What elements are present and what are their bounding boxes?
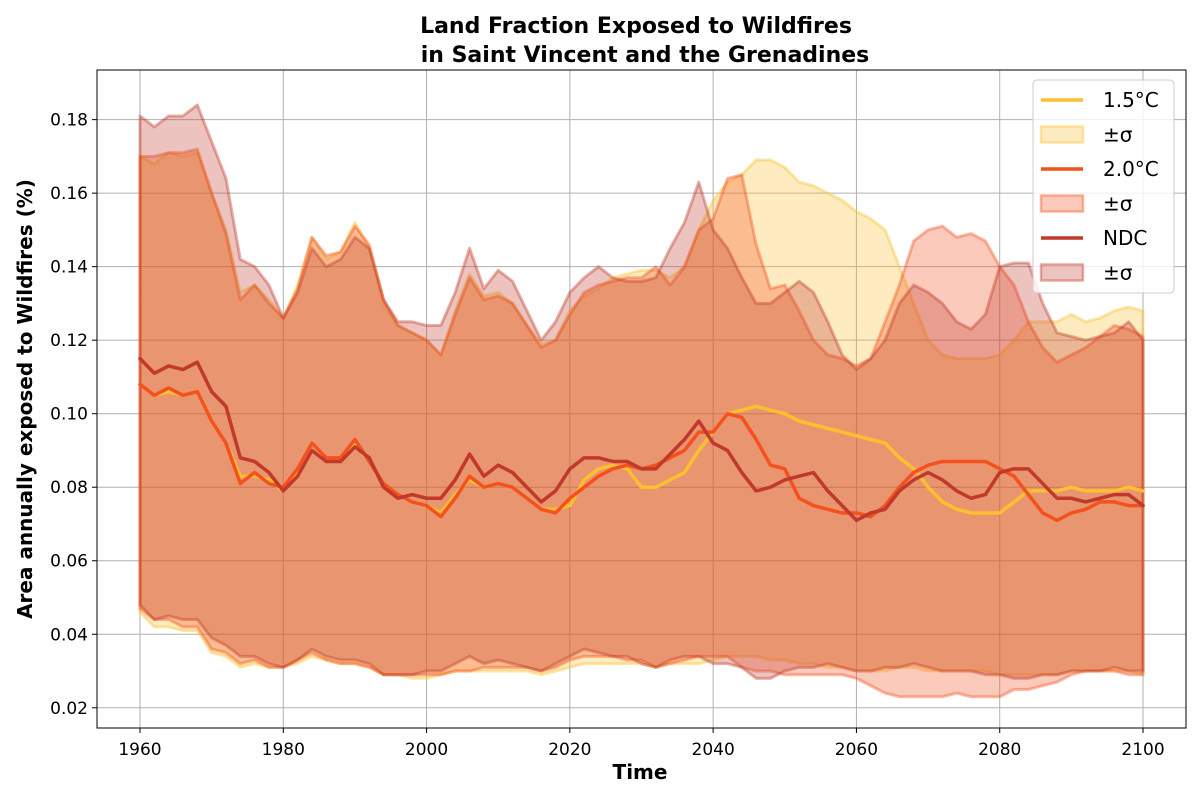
band-ndc bbox=[138, 103, 1145, 680]
x-tick-label: 2040 bbox=[692, 740, 735, 760]
y-tick-label: 0.02 bbox=[50, 699, 88, 719]
series-lines bbox=[138, 356, 1145, 523]
y-tick-label: 0.16 bbox=[50, 184, 88, 204]
legend-label: ±σ bbox=[1103, 123, 1133, 147]
x-axis-label: Time bbox=[613, 760, 668, 784]
x-tick-label: 1960 bbox=[118, 740, 161, 760]
x-axis-ticks: 1960 1980 2000 2020 2040 2060 2080 2100 bbox=[118, 728, 1165, 760]
legend: 1.5°C ±σ 2.0°C ±σ NDC ±σ bbox=[1032, 79, 1175, 294]
legend-swatch-band bbox=[1039, 194, 1085, 213]
chart-title-line1: Land Fraction Exposed to Wildfires bbox=[420, 14, 852, 39]
legend-label: NDC bbox=[1103, 226, 1147, 250]
y-tick-label: 0.10 bbox=[50, 405, 88, 425]
legend-label: 1.5°C bbox=[1103, 88, 1159, 112]
legend-swatch-band bbox=[1039, 263, 1085, 282]
legend-label: ±σ bbox=[1103, 192, 1133, 216]
band-2-0-c bbox=[138, 147, 1145, 699]
x-tick-label: 2100 bbox=[1121, 740, 1164, 760]
y-tick-label: 0.18 bbox=[50, 111, 88, 131]
legend-label: ±σ bbox=[1103, 261, 1133, 285]
y-axis-label: Area annually exposed to Wildfires (%) bbox=[13, 179, 37, 619]
y-tick-label: 0.04 bbox=[50, 625, 88, 645]
chart-title-line2: in Saint Vincent and the Grenadines bbox=[421, 43, 870, 68]
uncertainty-bands bbox=[138, 103, 1145, 699]
y-tick-label: 0.08 bbox=[50, 478, 88, 498]
line-ndc bbox=[138, 356, 1145, 523]
x-tick-label: 2000 bbox=[405, 740, 448, 760]
band-1-5-c bbox=[138, 151, 1145, 680]
x-tick-label: 1980 bbox=[262, 740, 305, 760]
x-tick-label: 2060 bbox=[835, 740, 878, 760]
y-tick-label: 0.12 bbox=[50, 331, 88, 351]
y-tick-label: 0.14 bbox=[50, 258, 88, 278]
legend-swatch-band bbox=[1039, 125, 1085, 144]
y-axis-ticks: 0.02 0.04 0.06 0.08 0.10 0.12 0.14 0.16 0.18 bbox=[50, 111, 97, 719]
plot-frame bbox=[96, 69, 1187, 729]
legend-label: 2.0°C bbox=[1103, 157, 1159, 181]
y-tick-label: 0.06 bbox=[50, 552, 88, 572]
x-tick-label: 2020 bbox=[548, 740, 591, 760]
x-tick-label: 2080 bbox=[978, 740, 1021, 760]
